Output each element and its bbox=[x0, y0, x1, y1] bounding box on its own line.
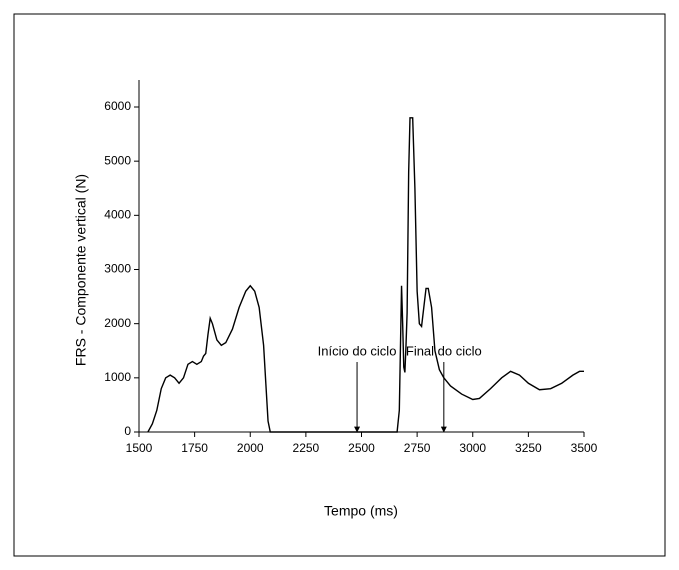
y-tick-label: 0 bbox=[124, 424, 131, 438]
x-tick-label: 3500 bbox=[571, 441, 598, 455]
annotation: Início do ciclo bbox=[318, 343, 397, 358]
y-tick-label: 5000 bbox=[104, 153, 131, 167]
x-tick-label: 2500 bbox=[348, 441, 375, 455]
y-tick-label: 3000 bbox=[104, 262, 131, 276]
data-line bbox=[147, 117, 584, 433]
frame bbox=[13, 13, 666, 557]
x-tick-label: 1750 bbox=[181, 441, 208, 455]
x-tick-label: 2750 bbox=[404, 441, 431, 455]
annotation: Final do ciclo bbox=[406, 343, 482, 358]
x-tick-label: 3250 bbox=[515, 441, 542, 455]
x-tick-label: 2250 bbox=[293, 441, 320, 455]
y-tick-label: 1000 bbox=[104, 370, 131, 384]
x-axis-label: Tempo (ms) bbox=[324, 503, 398, 519]
y-tick-label: 4000 bbox=[104, 208, 131, 222]
x-tick-label: 2000 bbox=[237, 441, 264, 455]
y-tick-label: 6000 bbox=[104, 99, 131, 113]
x-tick-label: 3000 bbox=[459, 441, 486, 455]
y-axis-label: FRS - Componente vertical (N) bbox=[73, 174, 89, 366]
x-tick-label: 1500 bbox=[126, 441, 153, 455]
y-tick-label: 2000 bbox=[104, 316, 131, 330]
